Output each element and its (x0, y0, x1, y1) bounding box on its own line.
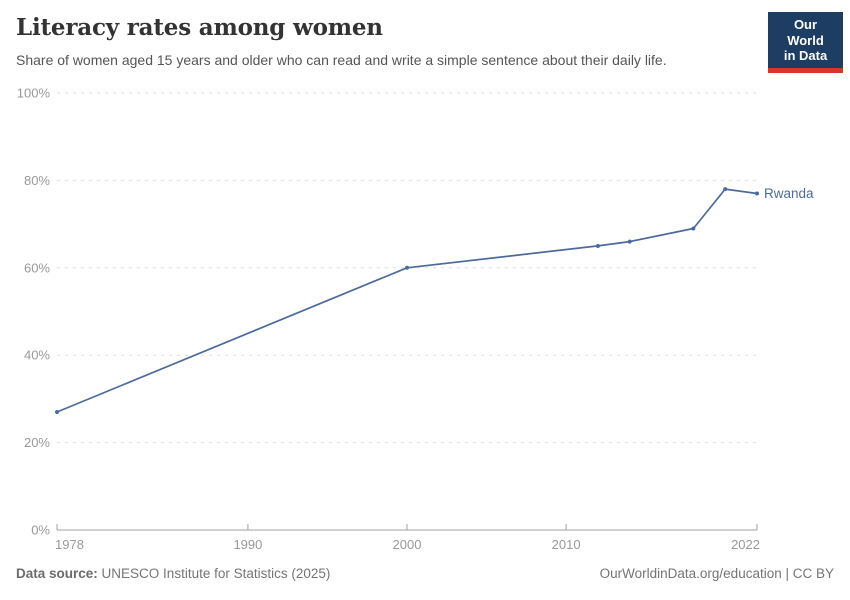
data-point[interactable] (723, 187, 728, 192)
line-chart[interactable]: 0% 20% 40% 60% 80% 100% 1978 1990 2000 2010 2022 Rw… (0, 80, 850, 560)
x-tick-label: 1990 (233, 537, 262, 552)
series-label-rwanda[interactable]: Rwanda (764, 186, 814, 201)
page-title: Literacy rates among women (16, 14, 383, 41)
chart-subtitle: Share of women aged 15 years and older w… (16, 52, 667, 68)
owid-logo: Our World in Data (768, 12, 843, 73)
data-point[interactable] (405, 265, 409, 270)
y-tick-label: 0% (31, 523, 50, 538)
data-point[interactable] (627, 239, 632, 244)
y-tick-label: 40% (24, 348, 50, 363)
x-tick-label: 2022 (731, 537, 760, 552)
series-line-rwanda[interactable] (56, 188, 758, 413)
owid-logo-line2: in Data (783, 48, 828, 64)
data-point[interactable] (55, 410, 59, 415)
owid-logo-line1: Our World (787, 17, 824, 48)
data-source-value: UNESCO Institute for Statistics (2025) (101, 566, 331, 581)
x-tick-label: 2010 (552, 537, 581, 552)
y-tick-label: 20% (24, 435, 50, 450)
chart-footer: Data source: UNESCO Institute for Statis… (16, 566, 834, 581)
x-tick-label: 1978 (55, 537, 84, 552)
x-tick-label: 2000 (393, 537, 422, 552)
y-tick-label: 60% (24, 260, 50, 275)
data-point[interactable] (595, 243, 600, 248)
data-point[interactable] (755, 191, 759, 196)
footer-attribution: OurWorldinData.org/education | CC BY (599, 566, 834, 581)
y-tick-label: 100% (17, 86, 51, 101)
y-tick-label: 80% (24, 173, 50, 188)
data-source-label: Data source: (16, 566, 98, 581)
data-source: Data source: UNESCO Institute for Statis… (16, 566, 330, 581)
data-point[interactable] (691, 226, 696, 231)
